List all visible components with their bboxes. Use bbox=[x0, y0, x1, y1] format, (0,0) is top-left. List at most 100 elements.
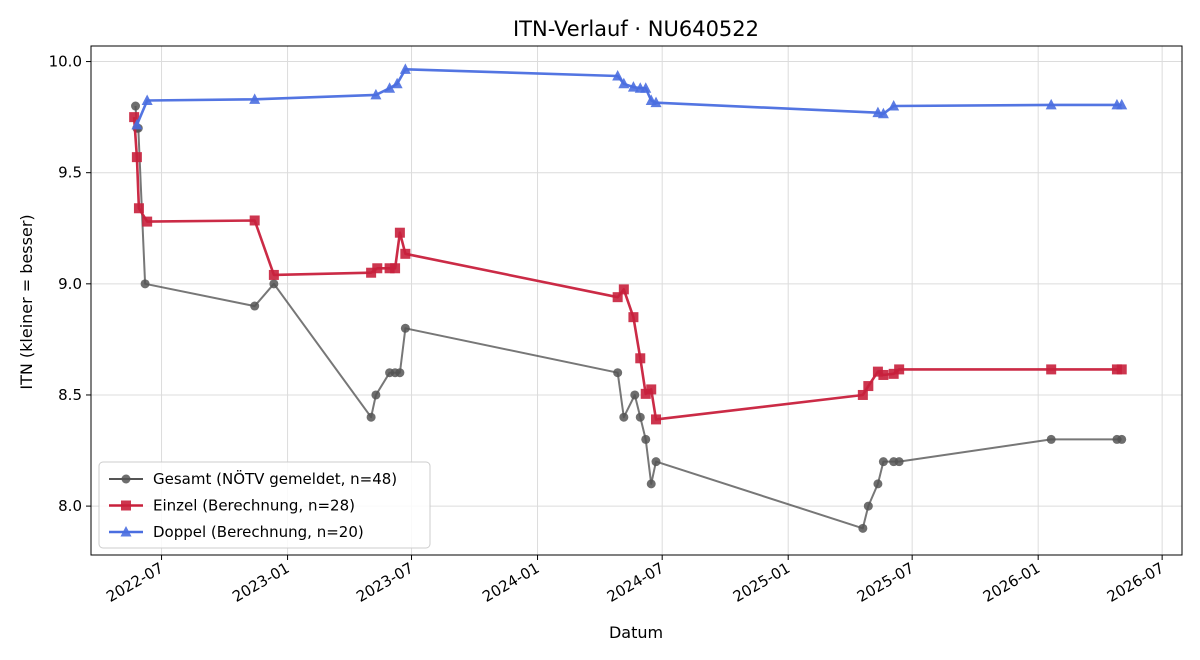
legend: Gesamt (NÖTV gemeldet, n=48) Einzel (Bere… bbox=[98, 461, 431, 549]
data-point bbox=[618, 284, 629, 295]
data-point bbox=[646, 479, 656, 489]
data-point bbox=[400, 248, 411, 259]
x-tick-label: 2024-07 bbox=[604, 559, 667, 606]
data-point bbox=[641, 434, 651, 444]
data-point bbox=[133, 203, 144, 214]
data-point bbox=[1116, 364, 1127, 375]
legend-item: Einzel (Berechnung, n=28) bbox=[109, 497, 355, 515]
x-tick-label: 2022-07 bbox=[103, 559, 166, 606]
data-point bbox=[384, 263, 395, 274]
data-point bbox=[613, 368, 623, 378]
y-tick-label: 8.0 bbox=[58, 497, 82, 515]
data-point bbox=[131, 101, 141, 111]
data-point bbox=[619, 412, 629, 422]
y-tick-label: 9.5 bbox=[58, 164, 82, 182]
data-point bbox=[651, 414, 662, 425]
data-point bbox=[858, 523, 868, 533]
data-point bbox=[140, 279, 150, 289]
data-point bbox=[395, 368, 405, 378]
data-point bbox=[863, 381, 874, 392]
y-tick-label: 9.0 bbox=[58, 275, 82, 293]
x-tick-label: 2026-01 bbox=[980, 559, 1043, 606]
data-point bbox=[857, 389, 868, 400]
data-point bbox=[640, 82, 652, 93]
data-point bbox=[268, 269, 279, 280]
data-point bbox=[1116, 98, 1128, 110]
data-point bbox=[877, 107, 889, 119]
series-1 bbox=[131, 101, 1127, 533]
series-line bbox=[132, 117, 1122, 421]
data-point bbox=[384, 82, 396, 93]
data-point bbox=[141, 94, 153, 105]
data-point bbox=[394, 227, 405, 238]
legend-marker bbox=[121, 474, 131, 484]
x-tick-label: 2025-01 bbox=[730, 559, 793, 606]
data-point bbox=[370, 88, 382, 100]
data-point bbox=[129, 112, 140, 123]
y-tick-label: 10.0 bbox=[49, 53, 82, 71]
x-tick-label: 2023-07 bbox=[353, 559, 416, 606]
series-3 bbox=[131, 63, 1128, 130]
x-axis-label: Datum bbox=[609, 623, 663, 642]
legend-label: Einzel (Berechnung, n=28) bbox=[153, 497, 355, 515]
y-axis-label: ITN (kleiner = besser) bbox=[17, 214, 36, 389]
data-point bbox=[873, 479, 883, 489]
data-point bbox=[249, 93, 261, 104]
x-tick-label: 2025-07 bbox=[854, 559, 917, 606]
data-point bbox=[399, 63, 411, 74]
chart-title: ITN-Verlauf · NU640522 bbox=[513, 17, 759, 41]
series-line bbox=[135, 68, 1122, 126]
data-point bbox=[878, 457, 888, 467]
legend-item: Gesamt (NÖTV gemeldet, n=48) bbox=[109, 469, 397, 488]
data-point bbox=[635, 412, 645, 422]
data-point bbox=[371, 390, 381, 400]
data-point bbox=[894, 457, 904, 467]
data-point bbox=[372, 263, 383, 274]
x-tick-label: 2024-01 bbox=[479, 559, 542, 606]
data-point bbox=[650, 96, 662, 108]
x-tick-label: 2023-01 bbox=[229, 559, 292, 606]
data-point bbox=[390, 263, 401, 274]
data-point bbox=[366, 412, 376, 422]
data-point bbox=[269, 279, 279, 289]
data-point bbox=[894, 364, 905, 375]
data-point bbox=[366, 267, 377, 278]
data-point bbox=[391, 77, 403, 89]
data-point bbox=[888, 368, 899, 379]
legend-marker bbox=[121, 500, 131, 511]
data-point bbox=[618, 77, 630, 89]
data-point bbox=[628, 312, 639, 323]
data-point bbox=[1045, 98, 1057, 110]
legend-label: Gesamt (NÖTV gemeldet, n=48) bbox=[153, 469, 397, 488]
data-point bbox=[131, 152, 142, 163]
data-point bbox=[131, 118, 143, 130]
data-point bbox=[142, 216, 153, 227]
data-point bbox=[612, 70, 624, 81]
data-point bbox=[612, 292, 623, 303]
data-point bbox=[630, 390, 640, 400]
legend-label: Doppel (Berechnung, n=20) bbox=[153, 523, 364, 541]
y-tick-label: 8.5 bbox=[58, 386, 82, 404]
data-point bbox=[1117, 434, 1127, 444]
series-line bbox=[134, 105, 1122, 530]
data-point bbox=[640, 388, 651, 399]
data-point bbox=[888, 100, 900, 111]
legend-box bbox=[98, 461, 431, 549]
data-point bbox=[1046, 434, 1056, 444]
data-point bbox=[250, 301, 260, 311]
data-point bbox=[400, 323, 410, 333]
data-point bbox=[878, 369, 889, 380]
data-point bbox=[872, 366, 883, 377]
data-point bbox=[1046, 364, 1057, 375]
plot-frame bbox=[90, 45, 1183, 556]
legend-marker bbox=[120, 526, 132, 537]
data-point bbox=[863, 501, 873, 511]
series-layer bbox=[129, 63, 1128, 533]
data-point bbox=[635, 353, 646, 364]
series-2 bbox=[129, 112, 1127, 425]
data-point bbox=[249, 215, 260, 226]
x-tick-label: 2026-07 bbox=[1104, 559, 1167, 606]
data-point bbox=[646, 384, 657, 395]
legend-item: Doppel (Berechnung, n=20) bbox=[109, 523, 364, 541]
